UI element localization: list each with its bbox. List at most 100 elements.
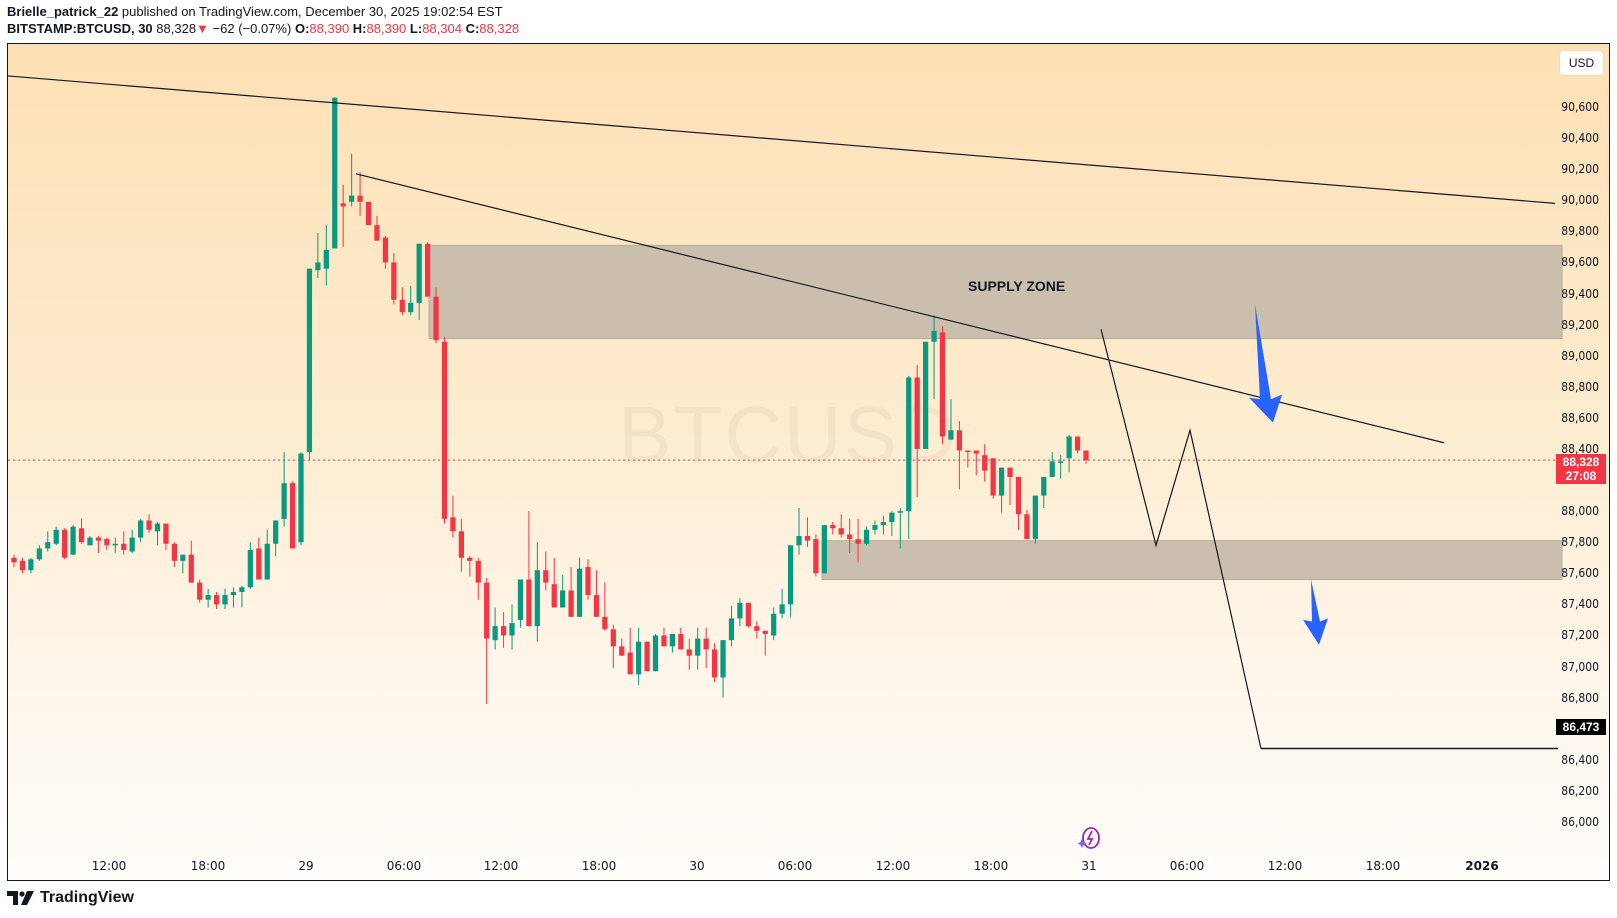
candle-body xyxy=(256,548,262,580)
down-arrow-icon xyxy=(1303,579,1328,645)
candle-body xyxy=(661,635,667,647)
low-label: L: xyxy=(409,21,423,36)
candle-body xyxy=(298,453,304,543)
candle-body xyxy=(593,595,600,617)
candle-body xyxy=(475,560,481,583)
time-tick: 18:00 xyxy=(190,859,226,873)
candle-body xyxy=(551,584,557,608)
symbol-watermark: BTCUSD xyxy=(618,390,959,479)
candle-body xyxy=(990,458,996,496)
candle-body xyxy=(289,483,296,549)
target-price-label: 86,473 xyxy=(1556,719,1606,735)
down-triangle-icon: ▼ xyxy=(196,21,209,36)
price-tick: 86,800 xyxy=(1561,690,1599,705)
candle-body xyxy=(644,641,650,672)
price-tick: 87,000 xyxy=(1561,659,1599,674)
currency-button[interactable]: USD xyxy=(1560,51,1603,75)
candle-body xyxy=(382,237,389,263)
candle-body xyxy=(830,525,836,529)
down-arrow-icon xyxy=(1249,304,1282,423)
candle-body xyxy=(357,195,363,202)
candle-body xyxy=(467,557,473,561)
candle-body xyxy=(821,525,827,574)
close-value: 88,328 xyxy=(479,21,520,36)
candle-body xyxy=(19,560,26,571)
bar-countdown: 27:08 xyxy=(1565,469,1597,483)
candle-body xyxy=(627,652,633,675)
high-label: H: xyxy=(352,21,367,36)
time-tick: 18:00 xyxy=(1365,859,1401,873)
tradingview-logo[interactable]: TradingView xyxy=(7,889,134,907)
candle-body xyxy=(720,640,726,678)
candle-body xyxy=(188,554,194,583)
candle-body xyxy=(872,525,878,530)
high-value: 88,390 xyxy=(366,21,407,36)
time-tick: 12:00 xyxy=(483,859,519,873)
candle-body xyxy=(129,537,135,552)
price-tick: 89,600 xyxy=(1561,255,1599,270)
time-tick: 12:00 xyxy=(1267,859,1303,873)
candle-body xyxy=(560,590,566,608)
publish-text: published on TradingView.com, December 3… xyxy=(121,4,503,19)
candle-body xyxy=(610,629,616,647)
candle-body xyxy=(669,633,676,647)
candle-body xyxy=(230,591,237,596)
author-name[interactable]: Brielle_patrick_22 xyxy=(7,4,119,19)
candle-body xyxy=(163,523,169,544)
close-label: C: xyxy=(465,21,480,36)
lightning-icon[interactable] xyxy=(1076,826,1102,852)
candle-body xyxy=(948,430,954,440)
time-tick: 18:00 xyxy=(581,859,617,873)
candle-body xyxy=(36,548,42,560)
candle-body xyxy=(374,225,380,241)
candle-body xyxy=(104,539,110,546)
candle-body xyxy=(1007,467,1013,477)
candle-body xyxy=(526,579,532,627)
candle-body xyxy=(652,635,659,672)
last-price: 88,328 xyxy=(156,21,197,36)
demand-zone-rect xyxy=(821,540,1563,581)
candle-body xyxy=(154,523,161,532)
candle-body xyxy=(804,536,811,541)
chart-pane[interactable]: BTCUSD SUPPLY ZONE 90,600 90,400 90,200 90,… xyxy=(7,43,1610,881)
candle-body xyxy=(863,529,870,544)
candle-body xyxy=(1074,436,1081,451)
candle-body xyxy=(855,539,861,544)
candle-body xyxy=(534,570,540,627)
candle-body xyxy=(171,543,177,561)
candle-body xyxy=(686,649,692,656)
candle-body xyxy=(416,243,422,303)
time-tick: 06:00 xyxy=(777,859,813,873)
candle-body xyxy=(973,450,979,454)
time-tick: 12:00 xyxy=(91,859,127,873)
price-tick: 90,600 xyxy=(1561,100,1599,114)
time-tick: 30 xyxy=(689,859,705,873)
last-price-label: 88,328 27:08 xyxy=(1556,454,1606,484)
symbol-name[interactable]: BITSTAMP:BTCUSD, 30 xyxy=(7,21,153,36)
candle-body xyxy=(349,195,355,202)
candle-body xyxy=(939,332,946,437)
price-change: −62 (−0.07%) xyxy=(212,21,292,36)
price-tick: 87,400 xyxy=(1561,597,1599,612)
candle-body xyxy=(602,616,608,630)
candle-body xyxy=(619,646,625,656)
candle-body xyxy=(450,517,456,532)
candle-body xyxy=(906,377,912,512)
candle-body xyxy=(787,545,794,605)
supply-zone-rect xyxy=(428,244,1563,340)
candle-body xyxy=(678,633,684,650)
candle-body xyxy=(703,638,709,650)
price-tick: 90,400 xyxy=(1561,131,1599,146)
candle-body xyxy=(306,268,313,453)
candle-body xyxy=(737,602,743,619)
time-tick: 29 xyxy=(298,859,314,873)
candle-body xyxy=(11,557,17,563)
price-tick: 86,400 xyxy=(1561,752,1599,767)
candle-body xyxy=(1066,436,1072,459)
candle-body xyxy=(137,520,144,538)
candle-body xyxy=(492,626,498,641)
candle-body xyxy=(636,641,642,675)
candle-body xyxy=(180,554,186,561)
price-tick: 87,600 xyxy=(1561,566,1599,581)
candlestick-plot[interactable] xyxy=(8,44,1610,881)
